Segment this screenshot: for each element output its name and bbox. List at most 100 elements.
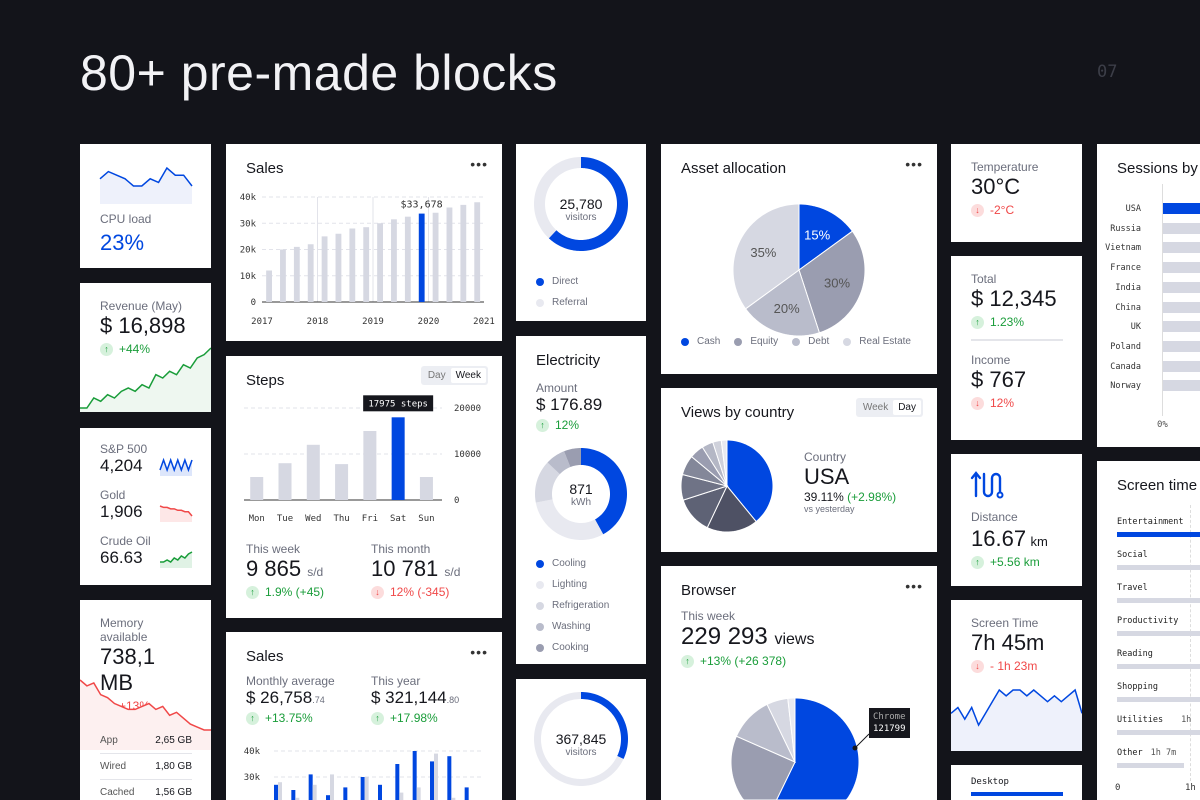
gridline [1190, 505, 1191, 781]
bar [399, 792, 404, 800]
toggle-week[interactable]: Week [450, 368, 486, 383]
stock-sparkline [159, 505, 193, 522]
sparkline-fill [160, 552, 192, 568]
stock-label: Crude Oil [100, 534, 151, 548]
temperature-change: -2°C [990, 203, 1015, 217]
row-value: 1,80 GB [155, 761, 192, 772]
legend-label: Debt [808, 336, 830, 347]
page-number: 07 [1097, 62, 1118, 82]
legend-item: Washing [536, 621, 609, 632]
sales-card: Sales ••• 40k 30k 20k 10k 0 2017 2018 2019 2020 2… [226, 144, 502, 341]
bar [1117, 763, 1184, 768]
tooltip-bg [363, 395, 434, 412]
bar [395, 764, 400, 800]
asset-slice [798, 230, 866, 334]
legend-label: Referral [552, 297, 588, 308]
stock-value: 1,906 [100, 502, 143, 521]
bar [308, 774, 313, 800]
year-value: $ 321,144 [371, 688, 447, 707]
browser-title: Browser [681, 582, 737, 599]
steps-card: Steps Day Week 20000 10000 0 Mon Tue Wed Thu Fri… [226, 356, 502, 618]
sparkline-line [99, 166, 193, 187]
unit: s/d [307, 565, 324, 579]
legend-label: Equity [750, 336, 779, 347]
more-icon[interactable]: ••• [905, 156, 923, 172]
views-slice [682, 485, 728, 529]
visitors-value: 25,780 [559, 196, 603, 212]
legend-item: Equity [734, 336, 778, 347]
legend-item: Cooking [536, 642, 609, 653]
row-value: 2,65 GB [155, 735, 192, 746]
category-label: France [1110, 263, 1141, 274]
x-tick: Tue [277, 514, 293, 524]
cpu-label: CPU load [100, 212, 152, 226]
steps-chart: 20000 10000 0 Mon Tue Wed Thu Fri Sat 17975 steps… [244, 395, 481, 524]
steps-week: This week 9 865 s/d ↑ 1.9% (+45) [246, 542, 324, 599]
arrow-up-icon: ↑ [681, 654, 694, 668]
y-tick: 0 [251, 298, 256, 308]
screentime-row: Entertainment [1117, 511, 1200, 537]
memory-row: Wired 1,80 GB [100, 754, 192, 780]
sessions-row: India [1097, 281, 1200, 295]
vs-yesterday: vs yesterday [804, 504, 855, 514]
bar [1163, 281, 1200, 293]
category-label: Entertainment [1117, 517, 1184, 527]
bar [419, 477, 433, 500]
more-icon[interactable]: ••• [470, 156, 488, 172]
country-delta: (+2.98%) [847, 490, 897, 504]
stock-item: Gold 1,906 [100, 488, 193, 534]
sessions-row: Russia [1097, 222, 1200, 236]
row-key: App [100, 735, 118, 746]
toggle-day[interactable]: Day [893, 400, 921, 415]
sparkline-line [80, 679, 211, 731]
legend-item: Cooling [536, 558, 609, 569]
avg-label: Monthly average [246, 674, 335, 688]
browser-slice [766, 697, 796, 763]
bar [307, 244, 314, 302]
toggle-week[interactable]: Week [862, 402, 889, 413]
country-share: 39.11% [804, 490, 844, 504]
x-tick: 2019 [362, 317, 384, 327]
x-tick: Wed [305, 514, 321, 524]
visitors2-donut [534, 692, 628, 786]
tooltip-label: Chrome [873, 712, 906, 722]
sessions-row: UK [1097, 320, 1200, 334]
legend-label: Cash [697, 336, 721, 347]
route-icon [970, 471, 1004, 499]
bar [1163, 340, 1200, 352]
bar [335, 464, 349, 500]
revenue-change-text: +44% [119, 342, 151, 356]
toggle-day[interactable]: Day [427, 370, 446, 381]
screen-label: Screen Time [971, 616, 1039, 630]
legend-item: Refrigeration [536, 600, 609, 611]
views-slice [701, 441, 728, 487]
slice-label: 35% [750, 245, 776, 260]
sales2-chart: 40k 30k [244, 747, 482, 800]
category-label: Shopping [1117, 682, 1158, 692]
axis [1162, 184, 1163, 416]
visitors2-card: 367,845 visitors [516, 679, 646, 800]
bar [391, 417, 405, 500]
browser-slice [787, 697, 796, 763]
bar [306, 444, 320, 500]
sparkline-fill [100, 168, 192, 204]
bar [363, 431, 377, 500]
memory-label: Memory available [100, 616, 148, 644]
dot-icon [681, 337, 689, 346]
x-tick: 0 [1115, 783, 1121, 793]
memory-value: 738,1 MB [100, 644, 156, 695]
views-slice [720, 439, 728, 487]
visitors-donut [534, 157, 628, 251]
bar [250, 477, 264, 500]
bar [278, 782, 282, 800]
bar [321, 236, 328, 302]
amount-value: $ 176.89 [536, 395, 603, 414]
bar [474, 202, 481, 302]
revenue-label: Revenue (May) [100, 299, 183, 313]
more-icon[interactable]: ••• [905, 578, 923, 594]
month-value: 10 781 [371, 556, 439, 581]
more-icon[interactable]: ••• [470, 644, 488, 660]
bar [418, 213, 425, 302]
electricity-title: Electricity [536, 352, 601, 369]
revenue-sparkline [80, 347, 211, 412]
